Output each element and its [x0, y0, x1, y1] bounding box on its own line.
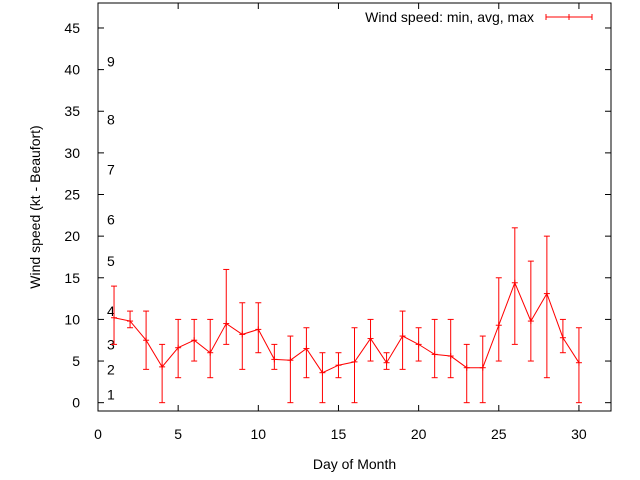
beaufort-label: 7 — [107, 162, 115, 178]
beaufort-label: 2 — [107, 361, 115, 377]
y-tick-label: 40 — [64, 62, 80, 78]
beaufort-label: 5 — [107, 253, 115, 269]
series-line — [113, 281, 580, 374]
y-tick-label: 20 — [64, 228, 80, 244]
beaufort-label: 9 — [107, 53, 115, 69]
y-tick-label: 35 — [64, 103, 80, 119]
legend-label: Wind speed: min, avg, max — [365, 9, 534, 25]
y-tick-label: 45 — [64, 20, 80, 36]
beaufort-label: 3 — [107, 336, 115, 352]
beaufort-label: 4 — [107, 303, 115, 319]
plot-frame — [97, 2, 612, 412]
x-tick-label: 10 — [251, 426, 267, 442]
axis-ticks — [97, 3, 611, 411]
y-tick-label: 30 — [64, 145, 80, 161]
x-axis-label: Day of Month — [313, 456, 396, 472]
x-tick-label: 5 — [174, 426, 182, 442]
x-tick-label: 20 — [411, 426, 427, 442]
y-tick-label: 0 — [72, 395, 80, 411]
series-wind-speed — [111, 227, 582, 404]
beaufort-labels: 1 2 3 4 5 6 7 8 9 — [107, 53, 115, 402]
x-tick-label: 30 — [571, 426, 587, 442]
x-tick-label: 25 — [491, 426, 507, 442]
y-tick-label: 10 — [64, 311, 80, 327]
x-tick-label: 0 — [94, 426, 102, 442]
y-tick-label: 25 — [64, 187, 80, 203]
beaufort-label: 1 — [107, 386, 115, 402]
beaufort-label: 8 — [107, 112, 115, 128]
beaufort-label: 6 — [107, 211, 115, 227]
y-axis-label: Wind speed (kt - Beaufort) — [27, 125, 43, 288]
y-tick-label: 5 — [72, 353, 80, 369]
x-tick-label: 15 — [331, 426, 347, 442]
legend: Wind speed: min, avg, max — [365, 9, 593, 25]
y-tick-label: 15 — [64, 270, 80, 286]
